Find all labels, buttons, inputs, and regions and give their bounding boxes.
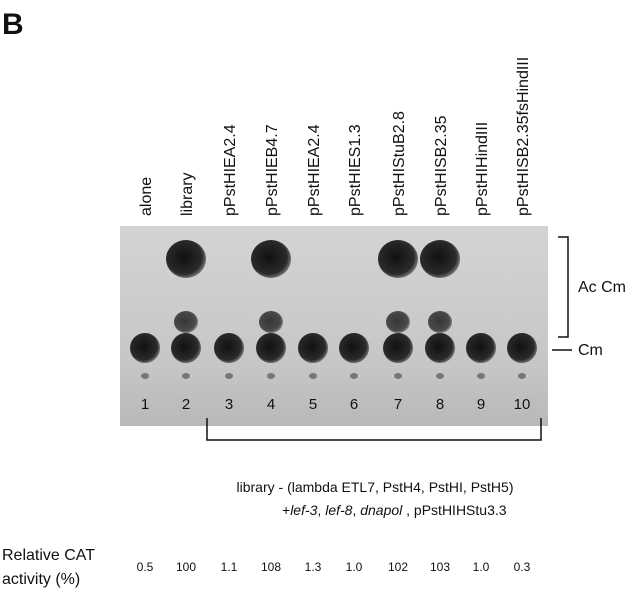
lane-label: pPstHIEA2.4	[306, 124, 323, 216]
origin-spot	[182, 373, 190, 379]
lane-number: 1	[141, 396, 149, 413]
cm-spot	[298, 333, 328, 363]
lane-label: library	[179, 172, 196, 216]
lane-number: 9	[477, 396, 485, 413]
gene: dnapol	[360, 502, 403, 518]
cm-spot	[256, 333, 286, 363]
library-bracket	[206, 418, 542, 441]
lane-number: 5	[309, 396, 317, 413]
cm-spot	[130, 333, 160, 363]
activity-value: 100	[176, 560, 196, 574]
lane-label: pPstHISB2.35fsHindIII	[515, 57, 532, 216]
bracket-line2: +lef-3, lef-8, dnapol , pPstHIHStu3.3	[282, 502, 507, 518]
origin-spot	[141, 373, 149, 379]
ac-cm-spot	[251, 240, 291, 278]
cm-spot	[425, 333, 455, 363]
ac-cm-spot	[420, 240, 460, 278]
gene: lef-3	[290, 502, 317, 518]
cm-spot	[383, 333, 413, 363]
cm-spot	[171, 333, 201, 363]
ac-cm-bracket	[558, 236, 569, 338]
text: , pPstHIHStu3.3	[402, 502, 506, 518]
lane-number: 10	[514, 396, 531, 413]
lane-labels: alone 1 library 2 pPstHIEA2.4 3 pPstHIEB4.7 4 pP…	[138, 57, 532, 413]
origin-spot	[350, 373, 358, 379]
lane-number: 3	[225, 396, 233, 413]
cm-label: Cm	[578, 342, 603, 359]
lane-label: alone	[138, 177, 155, 216]
text: ,	[317, 502, 325, 518]
origin-spot	[267, 373, 275, 379]
lane-label: pPstHIStuB2.8	[391, 111, 408, 216]
origin-spot	[394, 373, 402, 379]
activity-value: 1.3	[305, 560, 322, 574]
ac-cm-label: Ac Cm	[578, 279, 626, 296]
text: +	[282, 502, 290, 518]
bracket-line1: library - (lambda ETL7, PstH4, PstHI, Ps…	[237, 479, 514, 495]
text: ,	[352, 502, 360, 518]
activity-values: 0.5 100 1.1 108 1.3 1.0 102 103 1.0 0.3	[137, 560, 531, 574]
origin-spot	[309, 373, 317, 379]
activity-label: activity (%)	[2, 571, 80, 588]
activity-value: 0.5	[137, 560, 154, 574]
spots	[130, 240, 537, 379]
ac-cm-spot	[386, 311, 410, 333]
lane-label: pPstHIEB4.7	[264, 124, 281, 216]
activity-value: 103	[430, 560, 450, 574]
cm-spot	[214, 333, 244, 363]
activity-value: 0.3	[514, 560, 531, 574]
activity-value: 1.0	[346, 560, 363, 574]
gene: lef-8	[325, 502, 352, 518]
activity-value: 1.1	[221, 560, 238, 574]
ac-cm-spot	[166, 240, 206, 278]
origin-spot	[436, 373, 444, 379]
cm-spot	[466, 333, 496, 363]
lane-label: pPstHIHindIII	[474, 122, 491, 216]
ac-cm-spot	[259, 311, 283, 333]
activity-value: 108	[261, 560, 281, 574]
ac-cm-spot	[378, 240, 418, 278]
panel-letter: B	[2, 8, 24, 41]
ac-cm-spot	[174, 311, 198, 333]
lane-number: 7	[394, 396, 402, 413]
lane-label: pPstHIEA2.4	[222, 124, 239, 216]
lane-number: 2	[182, 396, 190, 413]
ac-cm-spot	[428, 311, 452, 333]
activity-label: Relative CAT	[2, 547, 95, 564]
lane-number: 8	[436, 396, 444, 413]
lane-number: 4	[267, 396, 275, 413]
cm-spot	[507, 333, 537, 363]
origin-spot	[518, 373, 526, 379]
lane-label: pPstHIES1.3	[347, 124, 364, 216]
lane-label: pPstHISB2.35	[433, 115, 450, 216]
origin-spot	[225, 373, 233, 379]
cm-spot	[339, 333, 369, 363]
lane-number: 6	[350, 396, 358, 413]
activity-value: 102	[388, 560, 408, 574]
activity-value: 1.0	[473, 560, 490, 574]
origin-spot	[477, 373, 485, 379]
